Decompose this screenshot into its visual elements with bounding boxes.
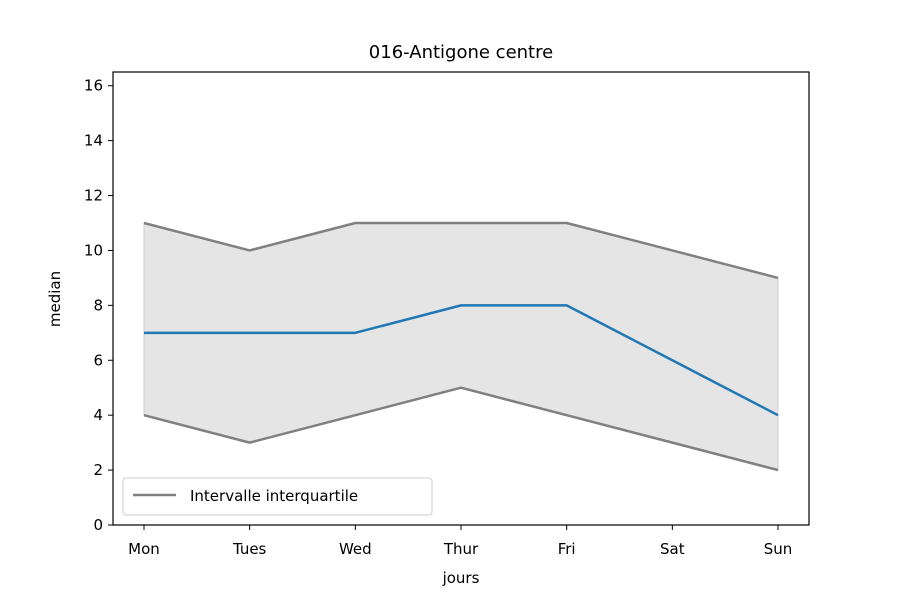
legend-box bbox=[122, 477, 433, 516]
median-line bbox=[144, 304, 779, 417]
series-lines-layer bbox=[143, 221, 779, 472]
x-tick-label: Wed bbox=[339, 540, 372, 558]
y-tick-label: 0 bbox=[93, 516, 103, 534]
chart-title: 016-Antigone centre bbox=[369, 42, 553, 63]
interquartile-band bbox=[143, 222, 779, 471]
legend: Intervalle interquartile bbox=[122, 477, 433, 516]
x-axis-ticks: Mon Tues Wed Thur Fri Sat Sun bbox=[128, 525, 792, 558]
y-tick-label: 4 bbox=[93, 406, 103, 424]
y-tick-label: 10 bbox=[84, 241, 103, 259]
y-axis-ticks: 0 2 4 6 8 10 12 14 16 bbox=[84, 77, 113, 534]
y-tick-label: 2 bbox=[93, 461, 103, 479]
x-tick-label: Mon bbox=[128, 540, 160, 558]
y-tick-label: 6 bbox=[93, 351, 103, 369]
y-tick-label: 12 bbox=[84, 187, 103, 205]
y-tick-label: 14 bbox=[84, 132, 103, 150]
x-tick-label: Tues bbox=[232, 540, 267, 558]
upper-quartile-line bbox=[143, 221, 779, 280]
x-tick-label: Sun bbox=[764, 540, 793, 558]
plot-area bbox=[112, 71, 810, 526]
y-axis-label: median bbox=[46, 271, 64, 327]
x-axis-label: jours bbox=[442, 569, 480, 587]
interquartile-band-layer bbox=[143, 222, 779, 471]
y-tick-label: 8 bbox=[93, 296, 103, 314]
x-tick-label: Thur bbox=[443, 540, 479, 558]
legend-label: Intervalle interquartile bbox=[190, 487, 358, 505]
x-tick-label: Fri bbox=[558, 540, 576, 558]
y-tick-label: 16 bbox=[84, 77, 103, 95]
lower-quartile-line bbox=[143, 386, 779, 472]
x-tick-label: Sat bbox=[660, 540, 685, 558]
